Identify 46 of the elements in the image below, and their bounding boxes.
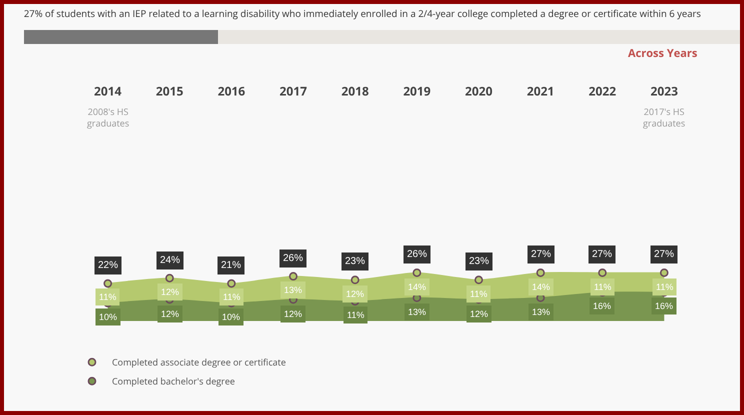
text: Across Years xyxy=(628,46,698,61)
data-label: 11% xyxy=(594,282,612,292)
data-label: 11% xyxy=(656,282,674,292)
data-label: 14% xyxy=(408,282,426,292)
x-tick-label: 2014 xyxy=(94,82,122,100)
total-label: 27% xyxy=(654,249,674,260)
total-label: 21% xyxy=(221,260,242,271)
x-tick-label: 2016 xyxy=(218,82,246,100)
text: 2008's HS graduates xyxy=(87,105,130,130)
total-label: 22% xyxy=(98,260,118,271)
legend-label: Completed associate degree or certificate xyxy=(112,356,286,369)
total-label: 23% xyxy=(345,256,366,267)
chart-title: 27% of students with an IEP related to a learning disability who immediately enrolled in a 2/4-year college completed a degree or certificate within 6 years xyxy=(24,6,702,20)
data-label: 12% xyxy=(161,309,180,319)
x-tick-label: 2021 xyxy=(526,82,554,100)
total-label: 23% xyxy=(469,256,490,267)
data-label: 12% xyxy=(161,287,180,297)
data-label: 12% xyxy=(284,309,302,319)
legend-label: Completed bachelor's degree xyxy=(112,374,235,388)
x-tick-label: 2015 xyxy=(156,82,184,100)
text: 2017's HS graduates xyxy=(643,105,686,130)
data-label: 11% xyxy=(470,289,488,299)
data-label: 14% xyxy=(532,282,550,292)
data-label: 10% xyxy=(99,312,118,322)
total-label: 27% xyxy=(592,249,612,260)
total-label: 26% xyxy=(283,253,304,264)
data-label: 13% xyxy=(408,307,426,317)
x-tick-label: 2017 xyxy=(280,82,308,100)
data-label: 12% xyxy=(346,289,364,299)
total-label: 26% xyxy=(407,249,428,260)
data-label: 11% xyxy=(99,292,116,302)
data-label: 10% xyxy=(222,312,240,322)
data-label: 16% xyxy=(593,301,612,311)
x-tick-label: 2020 xyxy=(465,82,493,100)
data-label: 13% xyxy=(284,285,302,295)
data-label: 16% xyxy=(655,301,674,311)
x-tick-label: 2023 xyxy=(650,82,678,100)
data-label: 12% xyxy=(470,309,488,319)
x-tick-label: 2018 xyxy=(341,82,369,100)
total-label: 24% xyxy=(160,255,180,266)
x-tick-label: 2019 xyxy=(403,82,431,100)
data-label: 13% xyxy=(532,307,550,317)
data-label: 11% xyxy=(223,292,240,302)
x-tick-label: 2022 xyxy=(588,82,616,100)
total-label: 27% xyxy=(531,249,552,260)
data-label: 11% xyxy=(347,310,364,320)
